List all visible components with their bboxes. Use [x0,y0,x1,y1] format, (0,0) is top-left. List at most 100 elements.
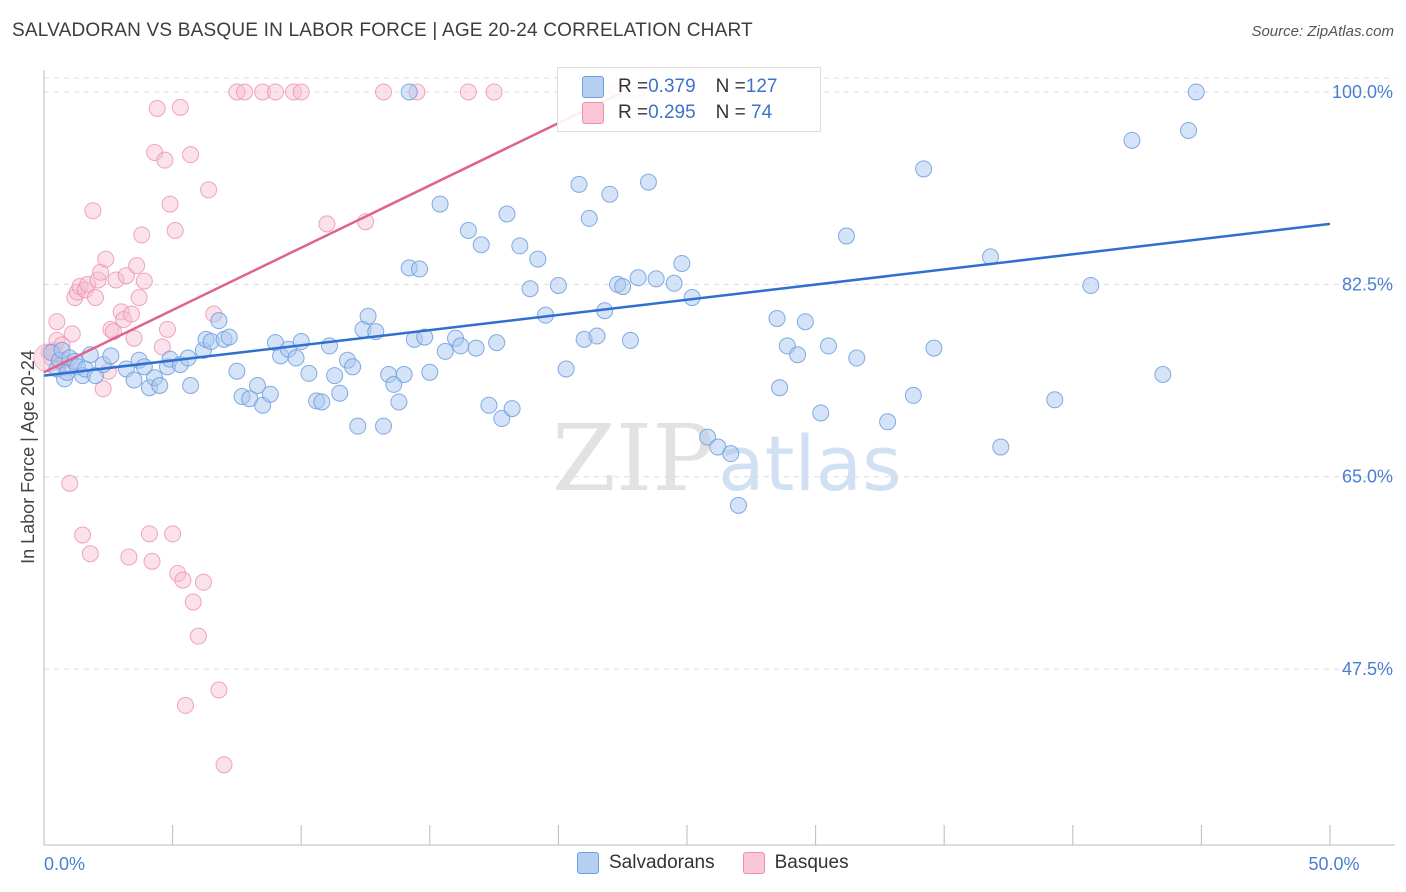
grid-lines [44,77,1395,670]
basque-point [133,226,151,244]
salvadoran-point [915,160,933,178]
basque-point [143,552,161,570]
basque-trend-line [43,90,624,374]
salvadoran-point [511,237,529,255]
basque-point [86,289,104,307]
salvadoran-point [480,396,498,414]
legend-item-salvadorans[interactable]: Salvadorans [577,852,715,874]
salvadoran-point [588,327,606,345]
salvadoran-point [722,445,740,463]
basque-point [74,526,92,544]
basque-point [266,83,284,101]
basque-point [61,474,79,492]
basque-point [120,548,138,566]
salvadoran-point [848,349,866,367]
basque-point [318,215,336,233]
salvadoran-point [431,195,449,213]
salvadoran-point [1046,391,1064,409]
basque-point [117,267,135,285]
basque-point [63,325,81,343]
basque-point [375,83,393,101]
legend-n-label: N = [715,102,746,123]
basque-point [135,272,153,290]
x-tick-label: 50.0% [1308,854,1359,874]
salvadoran-point [390,393,408,411]
salvadoran-points [43,83,1205,514]
salvadoran-point [673,254,691,272]
salvadoran-point [879,413,897,431]
salvadoran-point [557,360,575,378]
legend-r-value: 0.295 [648,102,696,123]
y-tick-label: 100.0% [1332,82,1393,102]
basque-point [81,545,99,563]
source-label: Source: ZipAtlas.com [1251,23,1394,40]
legend-label-basques: Basques [774,852,849,873]
basque-point [107,271,125,289]
legend-row-salvadorans: R = 0.379 N = 127 [582,75,777,99]
basque-point [153,338,171,356]
salvadoran-point [1187,83,1205,101]
y-tick-label: 82.5% [1342,274,1393,294]
basque-point [485,83,503,101]
basque-point [236,83,254,101]
salvadoran-point [498,205,516,223]
salvadoran-point [493,409,511,427]
salvadoran-swatch [577,852,599,874]
salvadoran-point [287,349,305,367]
basque-point [164,525,182,543]
basque-point [184,593,202,611]
salvadoran-point [1180,121,1198,139]
salvadoran-point [771,379,789,397]
salvadoran-point [395,366,413,384]
salvadoran-point [992,438,1010,456]
salvadoran-point [837,227,855,245]
basque-point [148,99,166,117]
basque-point [161,195,179,213]
x-tick-label: 0.0% [44,854,85,874]
legend-r-label: R = [618,102,649,123]
salvadoran-point [421,363,439,381]
basque-point [94,380,112,398]
salvadoran-point [182,376,200,394]
salvadoran-point [331,384,349,402]
salvadoran-point [416,328,434,346]
salvadoran-point [1123,131,1141,149]
salvadoran-point [1154,366,1172,384]
salvadoran-point [359,307,377,325]
salvadoran-point [789,346,807,364]
basque-point [97,250,115,268]
basque-point [166,221,184,239]
salvadoran-point [400,83,418,101]
axes [43,70,1395,846]
salvadoran-point [125,371,143,389]
basque-point [92,263,110,281]
basque-point [102,320,120,338]
salvadoran-point [729,496,747,514]
salvadoran-point [436,342,454,360]
salvadoran-trend-line [43,222,1331,377]
salvadoran-point [220,328,238,346]
salvadoran-point [665,274,683,292]
y-axis-label: In Labor Force | Age 20-24 [18,350,38,564]
basque-point [130,289,148,307]
salvadoran-point [601,185,619,203]
salvadoran-point [580,209,598,227]
salvadoran-point [411,260,429,278]
salvadoran-point [261,385,279,403]
basque-point [48,313,66,331]
stats-legend: R = 0.379 N = 127 R = 0.295 N = 74 [557,67,821,132]
salvadoran-point [248,376,266,394]
legend-item-basques[interactable]: Basques [742,852,849,874]
basque-point [182,146,200,164]
basque-point [171,98,189,116]
salvadoran-point [452,337,470,355]
salvadoran-point [210,312,228,330]
axis-labels: 47.5% 65.0% 82.5% 100.0% 0.0% 50.0% In Labor F… [18,82,1393,874]
basque-point [122,305,140,323]
watermark-atlas: atlas [718,419,902,508]
basque-point [189,627,207,645]
salvadoran-point [614,278,632,296]
salvadoran-point [151,376,169,394]
chart-title: SALVADORAN VS BASQUE IN LABOR FORCE | AG… [12,20,753,41]
